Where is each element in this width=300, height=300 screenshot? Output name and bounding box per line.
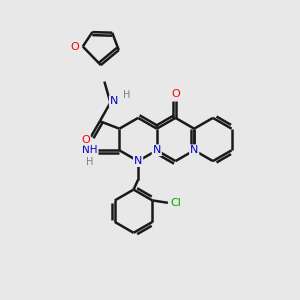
Text: O: O	[171, 89, 180, 99]
Text: N: N	[110, 96, 118, 106]
Text: N: N	[190, 145, 198, 155]
Text: Cl: Cl	[171, 198, 182, 208]
Text: H: H	[123, 90, 130, 100]
Text: O: O	[81, 135, 90, 145]
Text: N: N	[134, 156, 142, 166]
Text: N: N	[153, 145, 161, 155]
Text: O: O	[70, 41, 79, 52]
Text: H: H	[86, 157, 93, 167]
Text: NH: NH	[82, 145, 97, 155]
